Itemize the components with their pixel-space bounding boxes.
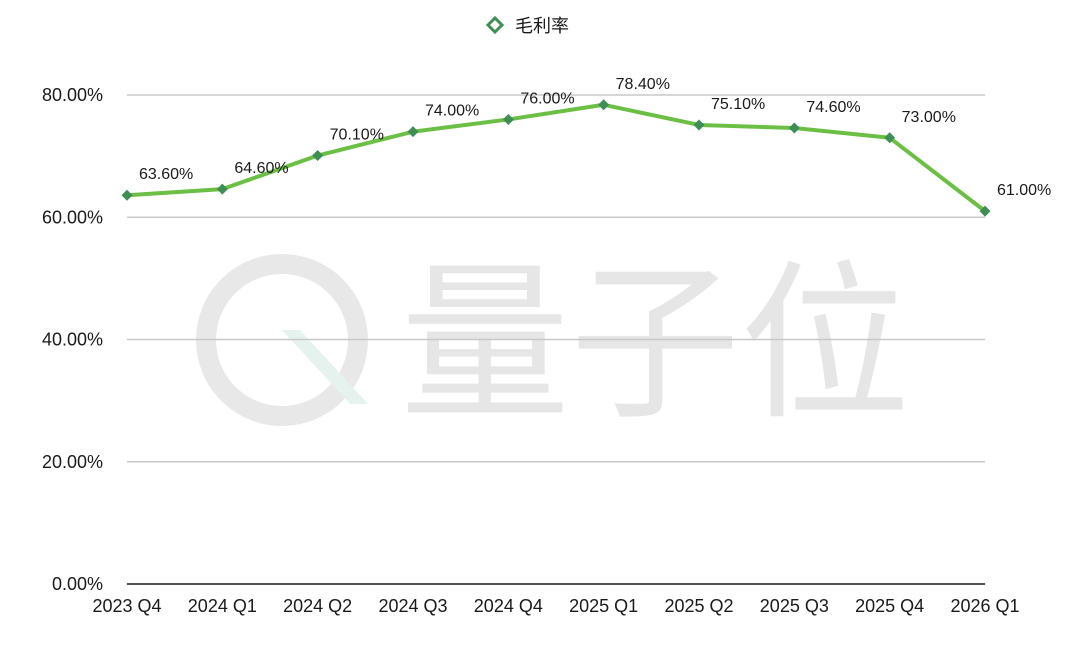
data-label: 70.10% (330, 127, 384, 144)
x-tick-label: 2024 Q2 (283, 596, 352, 616)
legend: 毛利率 (485, 15, 569, 36)
legend-label: 毛利率 (515, 16, 569, 36)
data-label: 74.00% (425, 103, 479, 120)
y-tick-label: 80.00% (42, 85, 103, 105)
legend-marker (485, 15, 505, 35)
x-tick-label: 2024 Q1 (188, 596, 257, 616)
x-tick-label: 2024 Q4 (474, 596, 543, 616)
data-point-marker (502, 113, 514, 125)
data-label: 63.60% (139, 166, 193, 183)
y-tick-label: 40.00% (42, 330, 103, 350)
grid-lines (127, 94, 985, 463)
data-label: 74.60% (806, 99, 860, 116)
watermark: 量子位 (196, 246, 910, 444)
data-labels: 63.60% 64.60% 70.10% 74.00% 76.00% 78.40% 75.1… (139, 76, 1051, 199)
x-tick-label: 2023 Q4 (92, 596, 161, 616)
series (121, 99, 991, 217)
data-point-marker (788, 122, 800, 134)
axes: 0.00% 20.00% 40.00% 60.00% 80.00% 2023 Q4 2024… (42, 85, 1020, 616)
data-point-marker (216, 183, 228, 195)
data-point-marker (407, 126, 419, 138)
watermark-text: 量子位 (400, 246, 910, 444)
data-point-marker (312, 150, 324, 162)
data-point-marker (598, 99, 610, 111)
data-point-marker (884, 132, 896, 144)
x-tick-label: 2025 Q2 (664, 596, 733, 616)
data-label: 73.00% (902, 109, 956, 126)
data-label: 75.10% (711, 96, 765, 113)
x-tick-label: 2024 Q3 (378, 596, 447, 616)
data-label: 76.00% (520, 90, 574, 107)
x-tick-label: 2025 Q4 (855, 596, 924, 616)
x-tick-label: 2025 Q3 (760, 596, 829, 616)
x-tick-label: 2025 Q1 (569, 596, 638, 616)
data-point-marker (979, 205, 991, 217)
data-point-marker (693, 119, 705, 131)
data-point-marker (121, 189, 133, 201)
data-label: 78.40% (616, 76, 670, 93)
series-line (125, 102, 987, 214)
y-tick-label: 20.00% (42, 452, 103, 472)
data-label: 64.60% (234, 160, 288, 177)
y-tick-label: 60.00% (42, 207, 103, 227)
x-tick-label: 2026 Q1 (950, 596, 1019, 616)
data-label: 61.00% (997, 182, 1051, 199)
y-tick-label: 0.00% (52, 574, 103, 594)
